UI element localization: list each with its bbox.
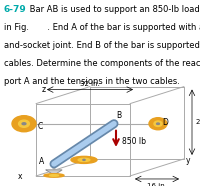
Text: A: A (39, 157, 44, 166)
Text: y: y (186, 156, 190, 165)
Text: 16 in.: 16 in. (147, 183, 167, 186)
Text: in Fig.       . End A of the bar is supported with a ball-: in Fig. . End A of the bar is supported … (4, 23, 200, 32)
Ellipse shape (78, 158, 90, 161)
Text: 26 in.: 26 in. (196, 119, 200, 125)
Text: 6-79: 6-79 (4, 5, 27, 14)
Text: 850 lb: 850 lb (122, 137, 146, 146)
Text: Bar AB is used to support an 850-lb load as shown: Bar AB is used to support an 850-lb load… (27, 5, 200, 14)
Text: cables. Determine the components of the reaction at sup-: cables. Determine the components of the … (4, 59, 200, 68)
Ellipse shape (19, 120, 29, 127)
Ellipse shape (50, 175, 58, 176)
Ellipse shape (149, 118, 167, 130)
Text: C: C (38, 122, 43, 131)
Text: and-socket joint. End B of the bar is supported with two: and-socket joint. End B of the bar is su… (4, 41, 200, 50)
Text: D: D (162, 118, 168, 127)
Text: 32 in.: 32 in. (80, 81, 100, 86)
Circle shape (22, 123, 26, 125)
Ellipse shape (12, 116, 36, 132)
Ellipse shape (44, 174, 64, 177)
Text: port A and the tensions in the two cables.: port A and the tensions in the two cable… (4, 77, 180, 86)
Text: B: B (116, 111, 121, 120)
Ellipse shape (71, 156, 97, 163)
Ellipse shape (154, 121, 162, 126)
Text: x: x (18, 172, 22, 182)
Text: z: z (42, 85, 46, 94)
Polygon shape (46, 170, 62, 175)
Circle shape (83, 159, 85, 161)
Circle shape (157, 123, 159, 124)
